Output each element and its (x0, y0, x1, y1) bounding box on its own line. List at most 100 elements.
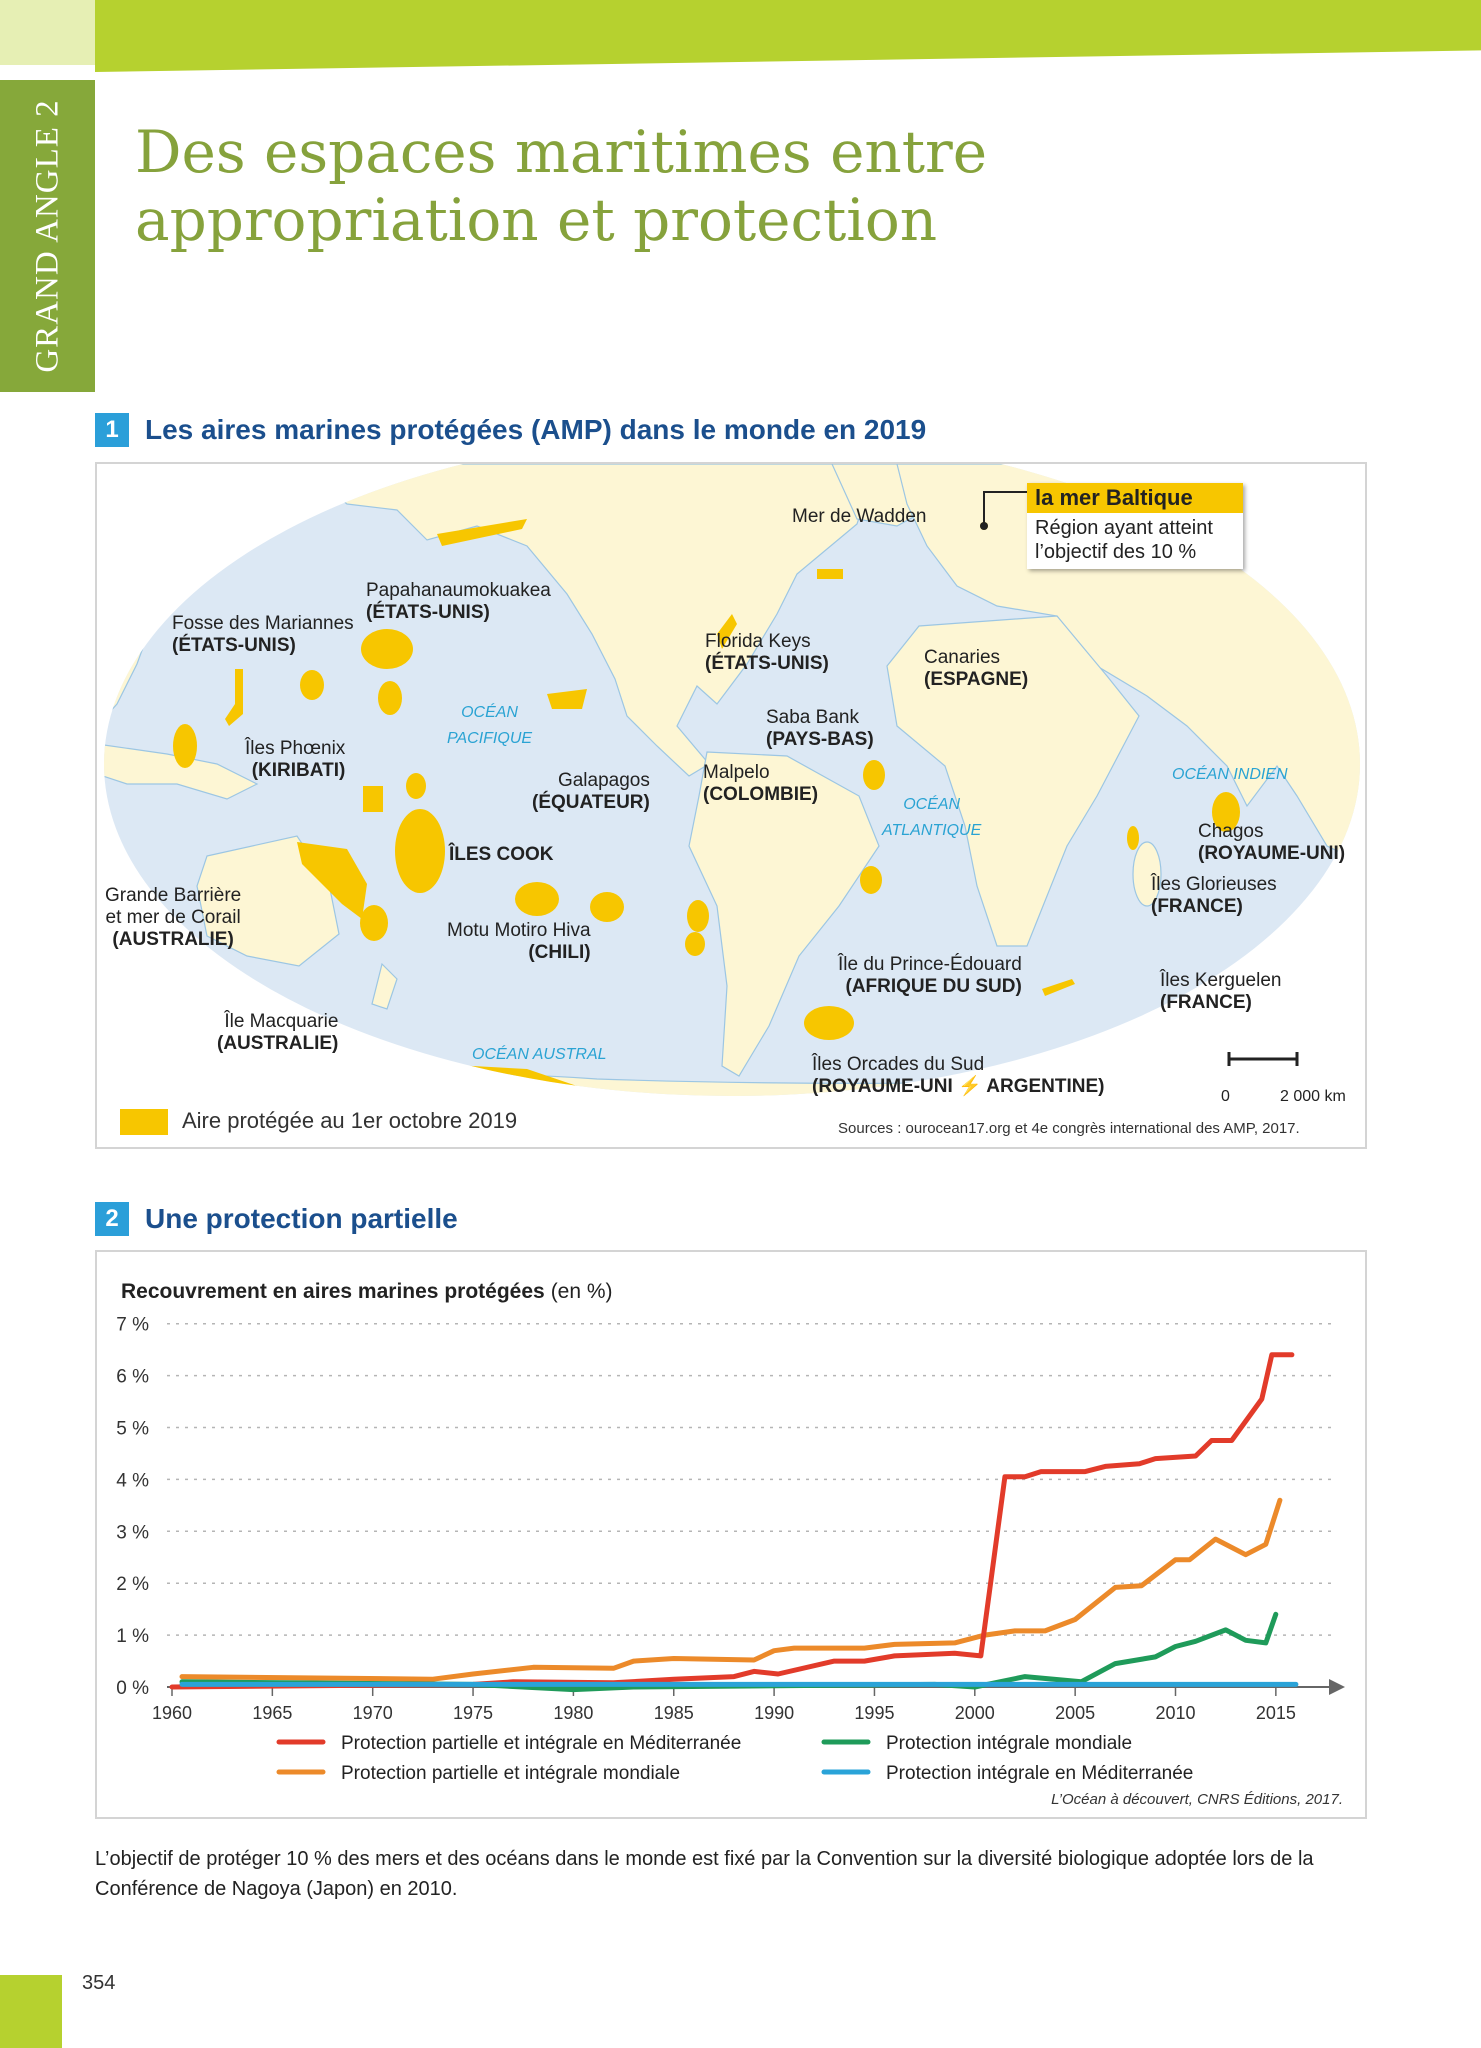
label-prince-edward: Île du Prince-Édouard (AFRIQUE DU SUD) (838, 954, 1022, 997)
label-wadden: Mer de Wadden (792, 506, 927, 527)
ocean-label-pacific: OCÉAN PACIFIQUE (447, 704, 533, 747)
x-tick-label: 1995 (854, 1703, 894, 1723)
land-madagascar (1132, 841, 1162, 907)
scale-zero: 0 (1221, 1088, 1230, 1105)
mpa-cook-islands (395, 809, 445, 893)
label-malpelo: Malpelo (COLOMBIE) (703, 762, 819, 805)
chapter-tab: GRAND ANGLE 2 (0, 80, 95, 392)
y-tick-label: 7 % (116, 1315, 149, 1336)
section-1-title: Les aires marines protégées (AMP) dans l… (145, 414, 927, 445)
mpa-phoenix (363, 786, 383, 812)
mpa-area (300, 670, 324, 700)
header-accent (0, 0, 95, 65)
x-axis-arrow-icon (1329, 1679, 1345, 1695)
y-tick-label: 3 % (116, 1522, 149, 1543)
chart-title: Recouvrement en aires marines protégées (… (121, 1280, 613, 1303)
x-tick-label: 1970 (353, 1703, 393, 1723)
label-motu-motiro-hiva: Motu Motiro Hiva (CHILI) (447, 920, 591, 963)
chapter-tab-label: GRAND ANGLE 2 (29, 99, 65, 373)
land-south-america (688, 751, 880, 1077)
mpa-aleutian (437, 519, 527, 546)
mpa-area (378, 681, 402, 715)
mpa-area (863, 760, 885, 790)
map-graphic (104, 464, 1360, 1135)
coverage-chart: Recouvrement en aires marines protégées (… (95, 1250, 1367, 1819)
label-mariannes: Fosse des Mariannes (ÉTATS-UNIS) (172, 613, 354, 656)
label-macquarie: Île Macquarie (AUSTRALIE) (217, 1011, 339, 1054)
callout-text-1: Région ayant atteint (1035, 517, 1213, 539)
mpa-motu-motiro-hiva (590, 892, 624, 922)
legend-label: Protection intégrale en Méditerranée (886, 1763, 1193, 1784)
mpa-great-barrier (297, 842, 367, 919)
callout-text-2: l’objectif des 10 % (1035, 541, 1197, 563)
mpa-area (817, 569, 843, 579)
chart-source: L’Océan à découvert, CNRS Éditions, 2017… (1051, 1791, 1343, 1808)
mpa-glorieuses (1127, 826, 1139, 850)
mpa-area (406, 773, 426, 799)
page-number: 354 (82, 1972, 116, 1994)
x-tick-label: 2005 (1055, 1703, 1095, 1723)
mpa-prince-edward (1042, 979, 1075, 996)
y-tick-label: 1 % (116, 1626, 149, 1647)
label-chagos: Chagos (ROYAUME-UNI) (1198, 821, 1346, 864)
section-1-number: 1 (95, 413, 129, 447)
x-tick-label: 1975 (453, 1703, 493, 1723)
label-great-barrier: Grande Barrière et mer de Corail (AUSTRALI… (105, 885, 242, 950)
label-kerguelen: Îles Kerguelen (FRANCE) (1160, 970, 1282, 1013)
section-2-number: 2 (95, 1202, 129, 1236)
label-cook-islands: ÎLES COOK (449, 844, 554, 865)
x-tick-label: 1980 (553, 1703, 593, 1723)
x-tick-label: 1985 (654, 1703, 694, 1723)
mpa-areas (173, 519, 1240, 1092)
chart-title-text: Recouvrement en aires marines protégées (121, 1280, 545, 1303)
page-corner-accent (0, 1975, 62, 2048)
series-line-2 (179, 1611, 1279, 1693)
label-galapagos: Galapagos (ÉQUATEUR) (532, 770, 650, 813)
label-papahanaumokuakea: Papahanaumokuakea (ÉTATS-UNIS) (366, 580, 551, 623)
mpa-area (360, 905, 388, 941)
series-line-0 (169, 1352, 1295, 1690)
mpa-east-coast (717, 614, 737, 649)
land-africa (886, 615, 1140, 947)
x-tick-label: 1965 (252, 1703, 292, 1723)
x-tick-label: 2010 (1155, 1703, 1195, 1723)
mpa-area (515, 882, 559, 916)
footnote-paragraph: L’objectif de protéger 10 % des mers et … (95, 1848, 1314, 1900)
x-tick-label: 2000 (955, 1703, 995, 1723)
mpa-orcades (804, 1006, 854, 1040)
x-tick-label: 1960 (152, 1703, 192, 1723)
chart-graphic: Recouvrement en aires marines protégées (… (116, 1280, 1345, 1808)
callout-title: la mer Baltique (1027, 483, 1243, 513)
y-tick-label: 4 % (116, 1470, 149, 1491)
ocean-label-atlantic: OCÉAN ATLANTIQUE (882, 796, 982, 839)
header-band (95, 0, 1481, 72)
x-tick-label: 1990 (754, 1703, 794, 1723)
mpa-gulf (547, 689, 587, 709)
label-orcades: Îles Orcades du Sud (ROYAUME-UNI ⚡ ARGENT… (812, 1054, 1105, 1097)
chart-title-unit: (en %) (551, 1280, 613, 1303)
label-glorieuses: Îles Glorieuses (FRANCE) (1151, 874, 1277, 917)
series-line-1 (179, 1497, 1283, 1682)
map-source: Sources : ourocean17.org et 4e congrès i… (838, 1120, 1300, 1137)
page-title: Des espaces maritimes entre appropriatio… (135, 118, 1235, 254)
legend-label: Protection intégrale mondiale (886, 1733, 1132, 1754)
ocean-label-southern: OCÉAN AUSTRAL (472, 1046, 607, 1063)
world-map: la mer Baltique Région ayant atteint l’ob… (95, 462, 1367, 1149)
land-new-zealand (371, 962, 398, 1010)
legend-label: Protection partielle et intégrale mondia… (341, 1763, 680, 1784)
title-line-1: Des espaces maritimes entre (135, 118, 988, 186)
mpa-chagos (1212, 792, 1240, 832)
label-phoenix: Îles Phœnix (KIRIBATI) (245, 738, 346, 781)
mpa-marianas (225, 669, 243, 726)
section-2-title: Une protection partielle (145, 1203, 458, 1234)
mpa-area (687, 900, 709, 932)
mpa-area (173, 724, 197, 768)
scale-bar (1227, 1052, 1299, 1066)
mpa-area (685, 932, 705, 956)
label-canaries: Canaries (ESPAGNE) (924, 647, 1029, 690)
label-florida-keys: Florida Keys (ÉTATS-UNIS) (705, 631, 829, 674)
x-tick-label: 2015 (1256, 1703, 1296, 1723)
baltic-marker (980, 522, 988, 530)
label-saba-bank: Saba Bank (PAYS-BAS) (766, 707, 874, 750)
baltic-callout: la mer Baltique Région ayant atteint l’ob… (1027, 483, 1243, 569)
